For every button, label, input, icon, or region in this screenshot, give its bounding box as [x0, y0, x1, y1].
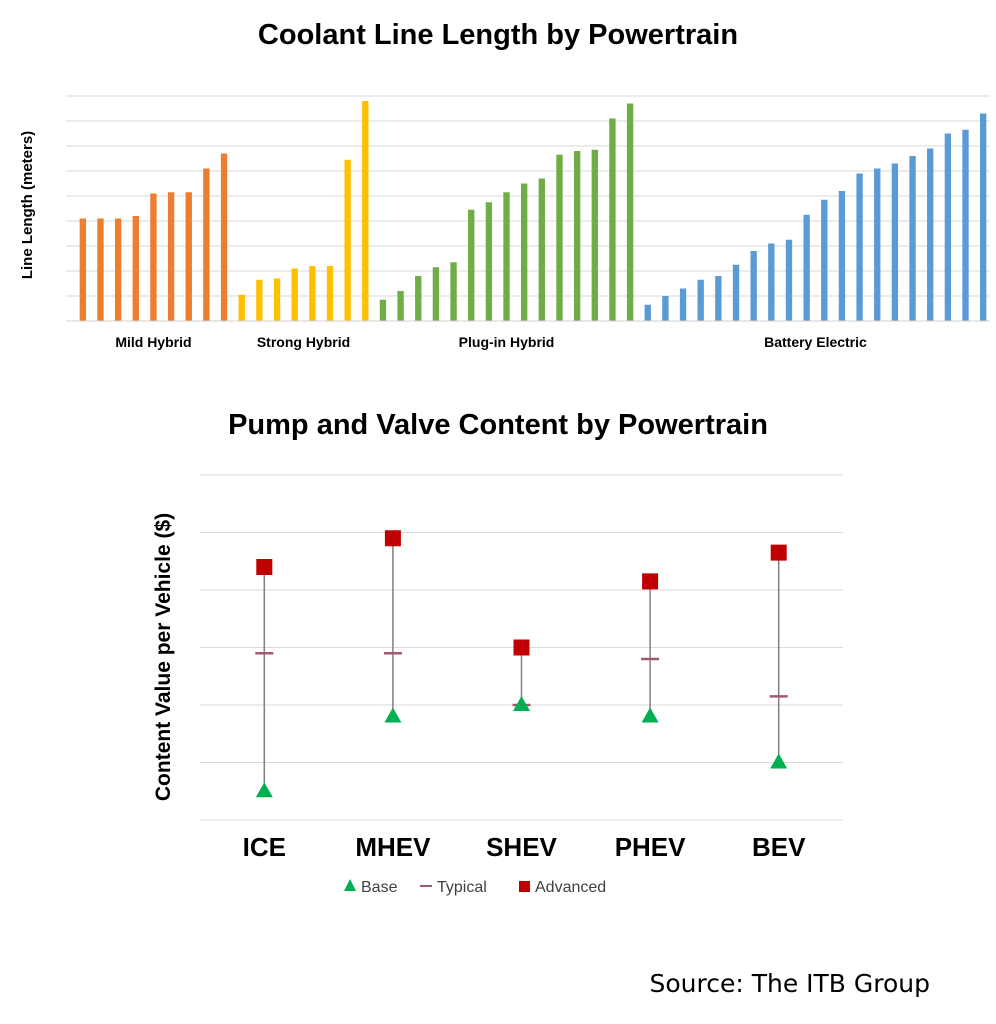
- chart1-bar: [679, 288, 687, 321]
- chart1-title: Coolant Line Length by Powertrain: [258, 19, 738, 51]
- chart1-group-label: Mild Hybrid: [115, 334, 191, 350]
- chart2-legend: Base Typical Advanced: [344, 879, 606, 896]
- chart2-category-label: ICE: [243, 832, 286, 862]
- chart1-bar: [838, 191, 846, 321]
- chart1-bar: [415, 276, 422, 321]
- chart2-y-axis-label: Content Value per Vehicle ($): [152, 513, 175, 801]
- chart1-bar: [609, 118, 616, 321]
- legend-label: Advanced: [535, 879, 606, 896]
- chart1-bar: [591, 149, 598, 321]
- chart1-y-axis-label: Line Length (meters): [19, 131, 36, 279]
- chart1-bar: [874, 168, 881, 321]
- chart1-bar: [167, 192, 175, 321]
- chart1-bar: [662, 296, 669, 321]
- chart2-category-label: MHEV: [355, 832, 431, 862]
- chart2-category-label: SHEV: [486, 832, 557, 862]
- chart1-bar: [150, 193, 157, 321]
- chart1-bar: [732, 264, 740, 321]
- chart1-bar: [185, 192, 192, 321]
- legend-label: Typical: [437, 879, 487, 896]
- chart1-bar: [344, 159, 351, 321]
- chart1-bar: [450, 262, 457, 321]
- chart2-title: Pump and Valve Content by Powertrain: [228, 409, 768, 441]
- chart2-advanced-marker: [642, 573, 659, 590]
- chart1-bar: [644, 304, 651, 321]
- chart1-group-label: Plug-in Hybrid: [459, 334, 555, 350]
- chart1-bar: [538, 178, 546, 321]
- source-note: Source: The ITB Group: [649, 969, 930, 998]
- chart2-base-marker: [641, 707, 659, 723]
- chart1-bar: [273, 278, 281, 321]
- chart2-marks: [255, 530, 788, 798]
- chart1-bar: [256, 279, 263, 321]
- chart1-bar: [326, 266, 334, 321]
- chart1-bar: [768, 243, 775, 321]
- chart1-group-label: Battery Electric: [764, 334, 867, 350]
- chart1-bar: [927, 148, 934, 321]
- chart1-bar: [503, 192, 510, 321]
- chart1-gridlines: [66, 95, 990, 297]
- chart1-bar: [397, 291, 404, 321]
- chart1-bar: [379, 299, 387, 321]
- chart1-bar: [803, 214, 810, 321]
- chart1-bar: [432, 267, 440, 321]
- chart1-bar: [485, 202, 493, 321]
- chart2-category-labels: ICE MHEV SHEV PHEV BEV: [243, 832, 806, 862]
- chart1-bar: [362, 101, 369, 321]
- chart1-bar: [556, 154, 563, 321]
- chart1-bar: [626, 103, 634, 321]
- chart1-bar: [238, 294, 245, 321]
- legend-label: Base: [361, 879, 398, 896]
- chart1-bar: [821, 199, 828, 321]
- chart1-bar: [944, 133, 952, 321]
- chart2-category-label: PHEV: [615, 832, 686, 862]
- chart1-bar: [750, 251, 757, 321]
- chart2-base-marker: [384, 707, 402, 723]
- chart1-bar: [520, 183, 528, 321]
- chart1-bar: [468, 209, 475, 321]
- chart1-bars: [79, 101, 987, 321]
- chart1-bar: [785, 239, 793, 321]
- legend-advanced-swatch: [519, 881, 530, 892]
- chart1-bar: [203, 168, 210, 321]
- chart1-bar: [220, 153, 228, 321]
- chart1-bar: [962, 129, 969, 321]
- legend-base-swatch: [344, 879, 356, 891]
- chart1-bar: [291, 268, 298, 321]
- chart1-bar: [979, 113, 987, 321]
- chart1-group-label: Strong Hybrid: [257, 334, 350, 350]
- chart2-advanced-marker: [513, 639, 530, 656]
- chart2-advanced-marker: [384, 530, 401, 547]
- chart1-bar: [715, 276, 722, 321]
- chart2-base-marker: [770, 753, 788, 769]
- chart1-bar: [573, 151, 581, 321]
- chart2-base-marker: [255, 782, 273, 798]
- chart1-bar: [132, 216, 139, 321]
- chart1-bar: [891, 163, 899, 321]
- chart1-bar: [856, 173, 863, 321]
- chart1-bar: [114, 218, 122, 321]
- chart2-advanced-marker: [256, 559, 273, 575]
- chart1-bar: [909, 156, 916, 321]
- chart1-bar: [79, 218, 87, 321]
- chart1-bar: [309, 266, 316, 321]
- chart2-advanced-marker: [770, 544, 787, 561]
- chart2-category-label: BEV: [752, 832, 806, 862]
- chart1-group-labels: Mild Hybrid Strong Hybrid Plug-in Hybrid Ba…: [115, 334, 867, 350]
- chart2-base-marker: [513, 696, 530, 711]
- chart1-bar: [97, 218, 104, 321]
- chart1-bar: [697, 279, 704, 321]
